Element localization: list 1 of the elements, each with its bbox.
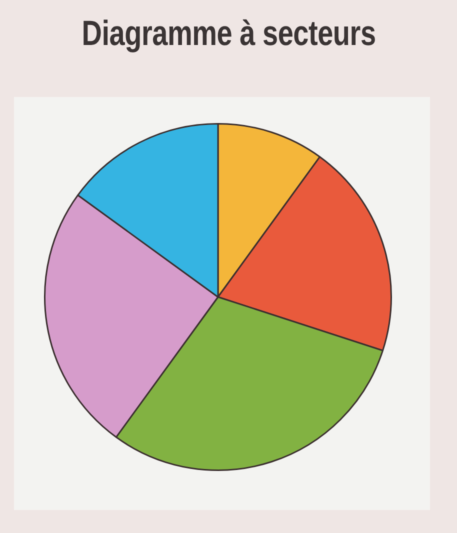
chart-title: Diagramme à secteurs xyxy=(81,14,376,54)
